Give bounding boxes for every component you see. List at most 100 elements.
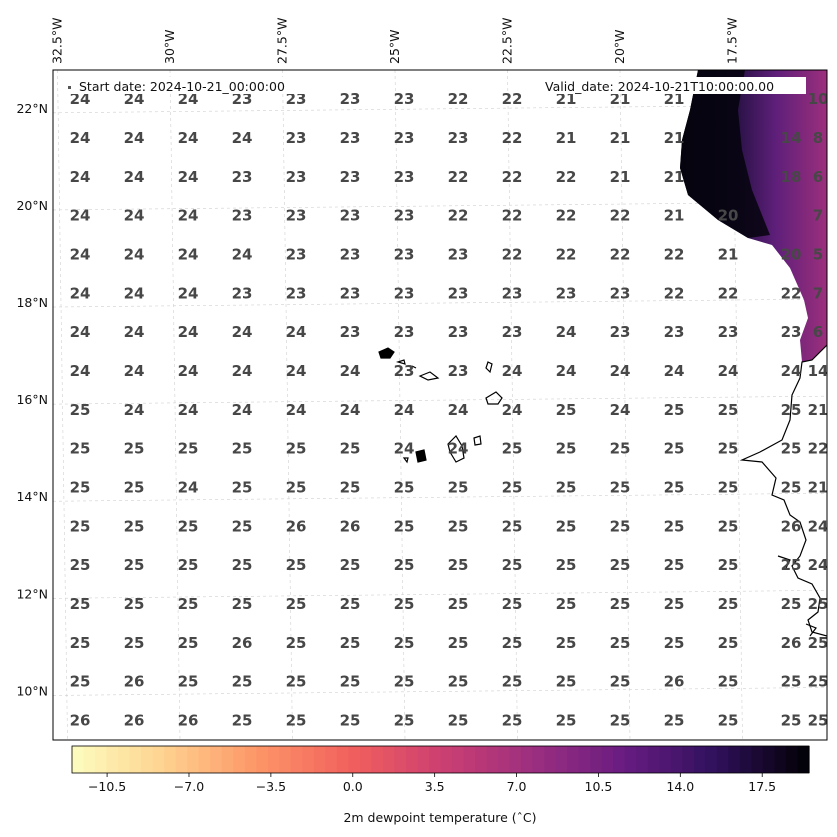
grid-value: 25 xyxy=(70,673,91,691)
grid-value: 23 xyxy=(340,284,361,302)
longitude-tick-label: 32.5°W xyxy=(50,18,65,64)
start-date-label: Start date: 2024-10-21_00:00:00 xyxy=(79,79,285,94)
grid-value: 24 xyxy=(124,129,145,147)
grid-value: 22 xyxy=(718,284,739,302)
grid-value: 25 xyxy=(781,440,802,458)
grid-value: 25 xyxy=(70,634,91,652)
colorbar-step xyxy=(682,746,695,773)
grid-value: 24 xyxy=(124,90,145,108)
colorbar-step xyxy=(83,746,96,773)
colorbar-step xyxy=(175,746,188,773)
longitude-tick-label: 17.5°W xyxy=(725,18,740,64)
grid-value: 24 xyxy=(178,245,199,263)
grid-value: 25 xyxy=(718,634,739,652)
grid-value: 25 xyxy=(610,712,631,730)
colorbar-step xyxy=(785,746,799,773)
grid-value: 24 xyxy=(448,440,469,458)
grid-value: 25 xyxy=(610,517,631,535)
latitude-tick-label: 22°N xyxy=(16,101,48,116)
grid-value: 23 xyxy=(610,284,631,302)
island-santiago xyxy=(447,435,465,463)
grid-value: 24 xyxy=(178,207,199,225)
colorbar-step xyxy=(728,746,741,773)
grid-value: 25 xyxy=(664,595,685,613)
colorbar-step xyxy=(210,746,223,773)
colorbar-tick-label: −10.5 xyxy=(88,779,126,794)
grid-value: 25 xyxy=(781,712,802,730)
grid-value: 7 xyxy=(813,284,823,302)
meridian-line xyxy=(282,70,293,740)
latitude-tick-labels: 22°N 20°N 18°N 16°N 14°N 12°N 10°N xyxy=(16,101,48,699)
grid-value: 25 xyxy=(448,673,469,691)
grid-value: 8 xyxy=(813,129,823,147)
grid-value: 25 xyxy=(232,479,253,497)
grid-value: 23 xyxy=(718,323,739,341)
grid-value: 25 xyxy=(610,634,631,652)
grid-value: 25 xyxy=(502,634,523,652)
valid-date-box: Valid_date: 2024-10-21T10:00:00.00 xyxy=(541,77,806,94)
colorbar-step xyxy=(348,746,361,773)
colorbar-step xyxy=(95,746,108,773)
grid-value: 25 xyxy=(394,517,415,535)
grid-value: 23 xyxy=(286,284,307,302)
grid-value: 23 xyxy=(448,284,469,302)
coast-inlet-2 xyxy=(805,623,817,637)
grid-value: 25 xyxy=(394,634,415,652)
colorbar-step xyxy=(774,746,787,773)
grid-value: 23 xyxy=(610,323,631,341)
grid-value: 25 xyxy=(781,401,802,419)
coast-inlet xyxy=(777,555,791,569)
colorbar-step xyxy=(371,746,384,773)
grid-value: 24 xyxy=(718,362,739,380)
island-brava xyxy=(402,457,409,464)
grid-value: 22 xyxy=(502,168,523,186)
grid-value: 25 xyxy=(808,673,829,691)
grid-value: 25 xyxy=(286,556,307,574)
grid-value: 25 xyxy=(664,479,685,497)
grid-value: 25 xyxy=(232,595,253,613)
grid-value: 24 xyxy=(286,323,307,341)
grid-value: 24 xyxy=(178,284,199,302)
grid-value: 25 xyxy=(808,712,829,730)
grid-value: 25 xyxy=(124,479,145,497)
grid-value: 25 xyxy=(124,595,145,613)
grid-value: 23 xyxy=(394,245,415,263)
grid-value: 26 xyxy=(232,634,253,652)
grid-value: 24 xyxy=(178,401,199,419)
colorbar-step xyxy=(498,746,511,773)
grid-value: 24 xyxy=(808,517,829,535)
grid-value: 18 xyxy=(781,168,802,186)
grid-value: 22 xyxy=(502,90,523,108)
colorbar-step xyxy=(118,746,131,773)
colorbar-step xyxy=(141,746,154,773)
grid-value: 23 xyxy=(340,323,361,341)
grid-value: 24 xyxy=(178,323,199,341)
grid-value: 25 xyxy=(232,440,253,458)
grid-value: 25 xyxy=(502,517,523,535)
colorbar-step xyxy=(129,746,142,773)
grid-value: 25 xyxy=(718,440,739,458)
colorbar-step xyxy=(244,746,257,773)
island-sao-vicente xyxy=(395,359,406,365)
grid-value: 25 xyxy=(70,595,91,613)
island-sal xyxy=(485,361,493,374)
grid-value: 23 xyxy=(394,207,415,225)
latitude-tick-label: 16°N xyxy=(16,392,48,407)
grid-value: 25 xyxy=(286,634,307,652)
grid-value: 6 xyxy=(813,323,823,341)
grid-value: 25 xyxy=(448,479,469,497)
grid-value: 23 xyxy=(394,323,415,341)
colorbar-step xyxy=(382,746,396,773)
colorbar-step xyxy=(417,746,430,773)
longitude-tick-label: 25°W xyxy=(387,29,402,64)
grid-value: 24 xyxy=(70,129,91,147)
grid-value: 26 xyxy=(178,712,199,730)
grid-value: 22 xyxy=(610,207,631,225)
grid-value: 25 xyxy=(178,673,199,691)
grid-value: 23 xyxy=(556,284,577,302)
grid-value: 23 xyxy=(448,245,469,263)
grid-value: 25 xyxy=(448,712,469,730)
grid-value: 24 xyxy=(781,362,802,380)
colorbar-step xyxy=(187,746,200,773)
grid-value: 24 xyxy=(340,401,361,419)
